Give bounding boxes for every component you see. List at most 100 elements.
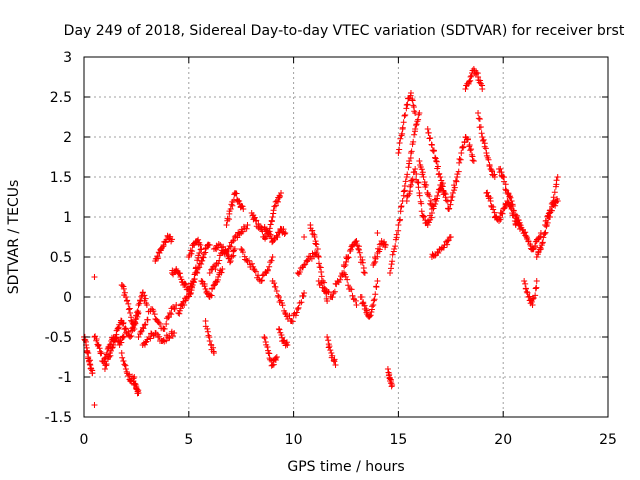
data-point — [89, 370, 96, 376]
data-point — [423, 182, 430, 189]
data-point — [347, 246, 354, 253]
data-point — [315, 260, 322, 267]
y-axis-title: SDTVAR / TECUs — [6, 180, 22, 295]
data-point — [324, 298, 331, 304]
data-point — [91, 274, 98, 280]
data-point — [151, 311, 158, 318]
y-tick-label: 2 — [63, 130, 72, 146]
data-point — [141, 322, 148, 328]
data-point — [441, 190, 448, 196]
data-point — [313, 241, 320, 248]
data-point — [389, 258, 396, 265]
data-point — [95, 342, 102, 348]
data-point — [165, 314, 172, 321]
data-point — [192, 264, 199, 271]
data-point — [447, 234, 454, 240]
data-point — [215, 240, 222, 247]
data-point — [171, 305, 178, 312]
data-point — [230, 237, 237, 244]
data-point — [521, 278, 528, 284]
data-point — [447, 201, 454, 208]
data-point — [554, 198, 561, 204]
data-point — [144, 316, 151, 323]
data-point — [166, 310, 173, 316]
data-point — [353, 238, 360, 244]
data-point — [412, 126, 419, 132]
data-point — [273, 198, 280, 204]
data-point — [507, 194, 514, 201]
data-point — [253, 217, 260, 224]
data-point — [455, 168, 462, 175]
data-point — [134, 309, 141, 316]
data-point — [513, 212, 520, 219]
data-point — [276, 193, 283, 200]
data-point — [301, 234, 308, 240]
data-point — [125, 328, 132, 335]
data-point — [264, 344, 271, 351]
data-point — [466, 79, 473, 86]
data-point — [243, 225, 250, 232]
data-point — [413, 170, 420, 177]
data-point — [409, 97, 416, 104]
data-point — [460, 144, 467, 151]
y-tick-label: -0.5 — [45, 330, 72, 346]
data-point — [122, 325, 129, 332]
data-point — [402, 178, 409, 185]
data-point — [342, 273, 349, 280]
data-point — [342, 262, 349, 269]
data-point — [416, 192, 423, 199]
y-tick-label: 1.5 — [50, 170, 72, 186]
data-point — [529, 296, 536, 303]
data-point — [499, 210, 506, 217]
data-point — [462, 86, 469, 92]
data-point — [476, 115, 483, 122]
data-point — [268, 218, 275, 225]
data-point — [125, 306, 132, 313]
data-point — [485, 156, 492, 163]
data-point — [444, 238, 451, 245]
data-point — [315, 254, 322, 260]
data-point — [552, 202, 559, 209]
data-point — [118, 339, 125, 346]
data-point — [131, 326, 138, 332]
data-point — [280, 337, 287, 344]
data-point — [248, 260, 255, 267]
data-point — [155, 255, 162, 262]
data-point — [187, 291, 194, 298]
data-point — [190, 278, 197, 285]
data-point — [366, 313, 373, 320]
data-point — [468, 146, 475, 153]
data-point — [433, 158, 440, 164]
data-point — [226, 216, 233, 223]
data-point — [127, 310, 134, 316]
scatter-points — [81, 66, 561, 408]
data-point — [402, 112, 409, 119]
data-point — [239, 203, 246, 210]
data-point — [482, 145, 489, 152]
data-point — [189, 248, 196, 255]
data-point — [215, 274, 222, 280]
data-point — [374, 278, 381, 284]
data-point — [411, 131, 418, 138]
data-point — [416, 158, 423, 164]
data-point — [414, 179, 421, 186]
data-point — [298, 299, 305, 306]
data-point — [506, 193, 513, 200]
data-point — [468, 72, 475, 79]
data-point — [119, 354, 126, 361]
data-point — [215, 260, 222, 267]
data-point — [325, 289, 332, 296]
data-point — [173, 302, 180, 308]
data-point — [361, 270, 368, 276]
data-point — [182, 297, 189, 304]
data-point — [484, 189, 491, 196]
data-point — [537, 246, 544, 252]
data-point — [120, 358, 127, 365]
data-point — [160, 337, 167, 344]
data-point — [525, 238, 532, 245]
data-point — [178, 276, 185, 283]
data-point — [98, 350, 105, 357]
data-point — [329, 352, 336, 359]
data-point — [486, 161, 493, 168]
